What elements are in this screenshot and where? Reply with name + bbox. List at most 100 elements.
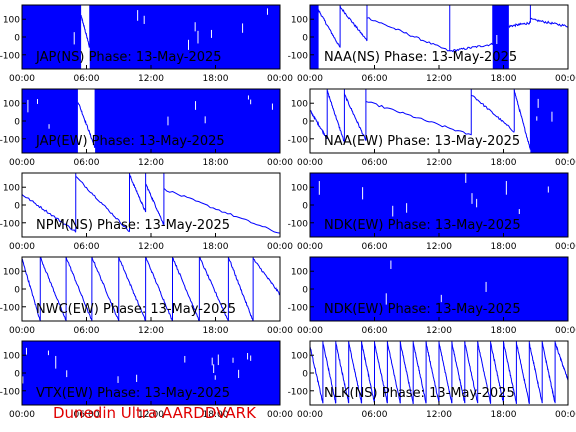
y-tick-label: 100: [3, 100, 20, 110]
noise-band: [22, 89, 78, 153]
y-tick-label: -100: [0, 51, 20, 61]
phase-trace-segment: [530, 17, 568, 28]
x-tick-label: 06:00: [74, 158, 100, 168]
x-tick-label: 00:00: [297, 74, 323, 84]
x-tick-label: 18:00: [491, 242, 517, 252]
trace-group: [310, 173, 568, 237]
x-tick-label: 00:00: [555, 410, 576, 420]
phase-trace-segment: [310, 346, 324, 404]
noise-band: [492, 5, 509, 69]
y-tick-label: 100: [3, 184, 20, 194]
phase-trace-segment: [513, 90, 531, 150]
chart-panel-8: 1000-10000:0006:0012:0018:0000:00NDK(EW)…: [288, 256, 576, 336]
x-tick-label: 00:00: [9, 410, 35, 420]
phase-trace-segment: [318, 9, 341, 48]
y-tick-label: 0: [302, 202, 308, 212]
y-tick-label: -100: [288, 51, 309, 61]
trace-group: [22, 89, 280, 153]
y-tick-label: -100: [288, 219, 309, 229]
phase-trace-segment: [515, 342, 530, 405]
x-tick-label: 00:00: [267, 158, 293, 168]
phase-trace-segment: [335, 342, 350, 404]
noise-band: [22, 341, 280, 405]
y-tick-label: 100: [291, 100, 308, 110]
phase-trace-segment: [425, 341, 440, 404]
phase-trace-segment: [451, 342, 466, 403]
chart-panel-4: 1000-10000:0006:0012:0018:0000:00NAA(EW)…: [288, 88, 576, 168]
panel-title: NDK(EW) Phase: 13-May-2025: [324, 218, 521, 233]
x-tick-label: 06:00: [74, 74, 100, 84]
phase-trace-segment: [22, 194, 77, 233]
phase-trace-segment: [145, 257, 173, 321]
x-tick-label: 12:00: [426, 158, 452, 168]
y-tick-label: 0: [302, 34, 308, 44]
x-tick-label: 00:00: [267, 74, 293, 84]
panel-title: NDK(EW) Phase: 13-May-2025: [324, 302, 521, 317]
x-tick-label: 18:00: [203, 410, 229, 420]
y-tick-label: 0: [14, 34, 20, 44]
y-tick-label: 0: [302, 118, 308, 128]
phase-trace-segment: [65, 257, 93, 321]
x-tick-label: 12:00: [138, 158, 164, 168]
phase-trace-segment: [118, 257, 147, 321]
x-tick-label: 00:00: [297, 410, 323, 420]
y-tick-label: 100: [3, 16, 20, 26]
y-tick-label: 0: [14, 118, 20, 128]
trace-group: [22, 173, 280, 234]
phase-trace-segment: [541, 342, 556, 403]
panel-title: JAP(NS) Phase: 13-May-2025: [35, 50, 222, 65]
noise-band: [22, 5, 82, 69]
panel-title: NAA(NS) Phase: 13-May-2025: [324, 50, 517, 65]
x-tick-label: 00:00: [9, 326, 35, 336]
phase-trace-segment: [40, 257, 67, 321]
trace-group: [22, 341, 280, 405]
x-tick-label: 00:00: [555, 74, 576, 84]
x-tick-label: 00:00: [9, 74, 35, 84]
phase-trace-segment: [227, 257, 254, 321]
y-tick-label: -100: [288, 135, 309, 145]
trace-group: [310, 257, 568, 321]
x-tick-label: 12:00: [426, 410, 452, 420]
x-tick-label: 18:00: [203, 242, 229, 252]
y-tick-label: 100: [291, 16, 308, 26]
x-tick-label: 12:00: [426, 242, 452, 252]
x-tick-label: 06:00: [362, 74, 388, 84]
x-tick-label: 00:00: [297, 158, 323, 168]
x-tick-label: 00:00: [267, 410, 293, 420]
x-tick-label: 12:00: [138, 410, 164, 420]
noise-band: [310, 173, 568, 237]
x-tick-label: 00:00: [267, 242, 293, 252]
phase-trace-segment: [366, 17, 450, 52]
x-tick-label: 00:00: [297, 242, 323, 252]
x-tick-label: 06:00: [362, 410, 388, 420]
panel-title: NWC(EW) Phase: 13-May-2025: [36, 302, 236, 317]
panel-title: NLK(NS) Phase: 13-May-2025: [324, 386, 515, 401]
phase-trace-segment: [508, 21, 531, 29]
y-tick-label: -100: [0, 387, 20, 397]
x-tick-label: 18:00: [491, 74, 517, 84]
x-tick-label: 06:00: [74, 326, 100, 336]
phase-trace-segment: [361, 341, 375, 403]
x-tick-label: 06:00: [74, 242, 100, 252]
phase-trace-segment: [326, 90, 345, 143]
trace-group: [310, 341, 568, 405]
y-tick-label: 100: [291, 352, 308, 362]
y-tick-label: 100: [3, 268, 20, 278]
noise-band: [89, 5, 280, 69]
noise-band: [530, 89, 547, 153]
x-tick-label: 18:00: [203, 158, 229, 168]
phase-trace-segment: [374, 341, 388, 404]
x-tick-label: 06:00: [362, 158, 388, 168]
x-tick-label: 12:00: [426, 74, 452, 84]
y-tick-label: 0: [14, 202, 20, 212]
phase-trace-segment: [91, 257, 120, 321]
panel-title: NAA(EW) Phase: 13-May-2025: [324, 134, 520, 149]
x-tick-label: 00:00: [9, 242, 35, 252]
phase-trace-segment: [22, 258, 41, 321]
x-tick-label: 06:00: [362, 242, 388, 252]
